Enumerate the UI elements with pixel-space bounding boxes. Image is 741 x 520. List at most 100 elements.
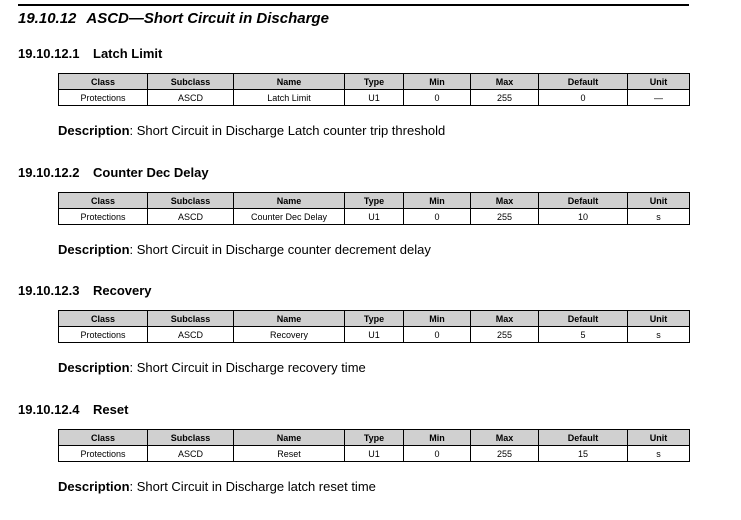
subsection-heading: 19.10.12.1 Latch Limit (18, 46, 162, 61)
subsection-number: 19.10.12.2 (18, 165, 80, 180)
column-header: Subclass (147, 310, 234, 327)
column-header: Subclass (147, 73, 234, 90)
description-text: : Short Circuit in Discharge Latch count… (129, 123, 446, 138)
table-cell: 255 (470, 208, 539, 225)
table-row: Protections ASCD Reset U1 0 255 15 s (58, 445, 690, 462)
parameter-table: Class Subclass Name Type Min Max Default Unit Pr… (58, 310, 690, 343)
table-header-row: Class Subclass Name Type Min Max Default Unit (58, 73, 690, 90)
description-text: : Short Circuit in Discharge counter dec… (129, 242, 431, 257)
subsection-number: 19.10.12.4 (18, 402, 80, 417)
column-header: Default (538, 310, 628, 327)
table-cell: Protections (58, 208, 148, 225)
subsection-title: Recovery (93, 283, 152, 298)
subsection-title: Latch Limit (93, 46, 163, 61)
description-label: Description (58, 479, 130, 494)
column-header: Unit (627, 429, 690, 446)
table-cell: 5 (538, 326, 628, 343)
description-label: Description (58, 123, 130, 138)
description-label: Description (58, 242, 130, 257)
table-cell: s (627, 208, 690, 225)
table-cell: 0 (403, 89, 471, 106)
column-header: Min (403, 310, 471, 327)
table-cell: 255 (470, 89, 539, 106)
table-row: Protections ASCD Latch Limit U1 0 255 0— (58, 89, 690, 106)
column-header: Class (58, 429, 148, 446)
column-header: Class (58, 192, 148, 209)
subsection-title: Counter Dec Delay (93, 165, 209, 180)
column-header: Type (344, 429, 404, 446)
table-cell: 255 (470, 326, 539, 343)
description: Description: Short Circuit in Discharge … (58, 360, 366, 375)
subsection: 19.10.12.3 Recovery Class Subclass Name Type M… (0, 283, 741, 401)
parameter-table: Class Subclass Name Type Min Max Default Unit Pr… (58, 73, 690, 106)
table-cell: 0 (538, 89, 628, 106)
description: Description: Short Circuit in Discharge … (58, 123, 445, 138)
parameter-table: Class Subclass Name Type Min Max Default Unit Pr… (58, 192, 690, 225)
table-cell: Protections (58, 326, 148, 343)
table-cell: Latch Limit (233, 89, 345, 106)
table-header-row: Class Subclass Name Type Min Max Default Unit (58, 429, 690, 446)
subsection: 19.10.12.2 Counter Dec Delay Class Subclass… (0, 165, 741, 283)
section-heading: 19.10.12 ASCD—Short Circuit in Discharge (18, 10, 329, 27)
table-cell: Counter Dec Delay (233, 208, 345, 225)
description-text: : Short Circuit in Discharge latch reset… (129, 479, 376, 494)
column-header: Default (538, 192, 628, 209)
column-header: Type (344, 310, 404, 327)
column-header: Name (233, 192, 345, 209)
column-header: Type (344, 192, 404, 209)
parameter-table: Class Subclass Name Type Min Max Default Unit Pr… (58, 429, 690, 462)
table-cell: — (627, 89, 690, 106)
table-row: Protections ASCD Recovery U1 0 255 5 s (58, 326, 690, 343)
column-header: Subclass (147, 429, 234, 446)
table-header-row: Class Subclass Name Type Min Max Default Unit (58, 310, 690, 327)
subsection-heading: 19.10.12.4 Reset (18, 402, 128, 417)
top-rule (18, 4, 689, 6)
table-cell: Reset (233, 445, 345, 462)
table-cell: ASCD (147, 445, 234, 462)
description: Description: Short Circuit in Discharge … (58, 479, 376, 494)
subsection-number: 19.10.12.1 (18, 46, 80, 61)
table-cell: 15 (538, 445, 628, 462)
column-header: Default (538, 73, 628, 90)
table-cell: 10 (538, 208, 628, 225)
column-header: Name (233, 429, 345, 446)
table-cell: Protections (58, 89, 148, 106)
column-header: Type (344, 73, 404, 90)
section-number: 19.10.12 (18, 10, 77, 27)
table-cell: s (627, 326, 690, 343)
table-cell: 0 (403, 445, 471, 462)
column-header: Min (403, 73, 471, 90)
subsection-heading: 19.10.12.3 Recovery (18, 283, 152, 298)
column-header: Max (470, 310, 539, 327)
table-header-row: Class Subclass Name Type Min Max Default Unit (58, 192, 690, 209)
table-cell: s (627, 445, 690, 462)
section-title: ASCD—Short Circuit in Discharge (86, 10, 329, 27)
table-cell: 0 (403, 208, 471, 225)
table-cell: ASCD (147, 89, 234, 106)
subsection-number: 19.10.12.3 (18, 283, 80, 298)
column-header: Default (538, 429, 628, 446)
description-text: : Short Circuit in Discharge recovery ti… (129, 360, 366, 375)
column-header: Name (233, 73, 345, 90)
column-header: Unit (627, 192, 690, 209)
column-header: Min (403, 429, 471, 446)
table-cell: Recovery (233, 326, 345, 343)
column-header: Unit (627, 310, 690, 327)
table-cell: 0 (403, 326, 471, 343)
table-cell: U1 (344, 445, 404, 462)
column-header: Subclass (147, 192, 234, 209)
subsection-title: Reset (93, 402, 129, 417)
column-header: Class (58, 310, 148, 327)
description: Description: Short Circuit in Discharge … (58, 242, 431, 257)
table-row: Protections ASCD Counter Dec Delay U1 0 255 10… (58, 208, 690, 225)
column-header: Name (233, 310, 345, 327)
column-header: Max (470, 192, 539, 209)
table-cell: ASCD (147, 326, 234, 343)
column-header: Class (58, 73, 148, 90)
column-header: Unit (627, 73, 690, 90)
table-cell: U1 (344, 326, 404, 343)
table-cell: 255 (470, 445, 539, 462)
column-header: Max (470, 73, 539, 90)
description-label: Description (58, 360, 130, 375)
subsection: 19.10.12.1 Latch Limit Class Subclass Name Ty… (0, 46, 741, 164)
